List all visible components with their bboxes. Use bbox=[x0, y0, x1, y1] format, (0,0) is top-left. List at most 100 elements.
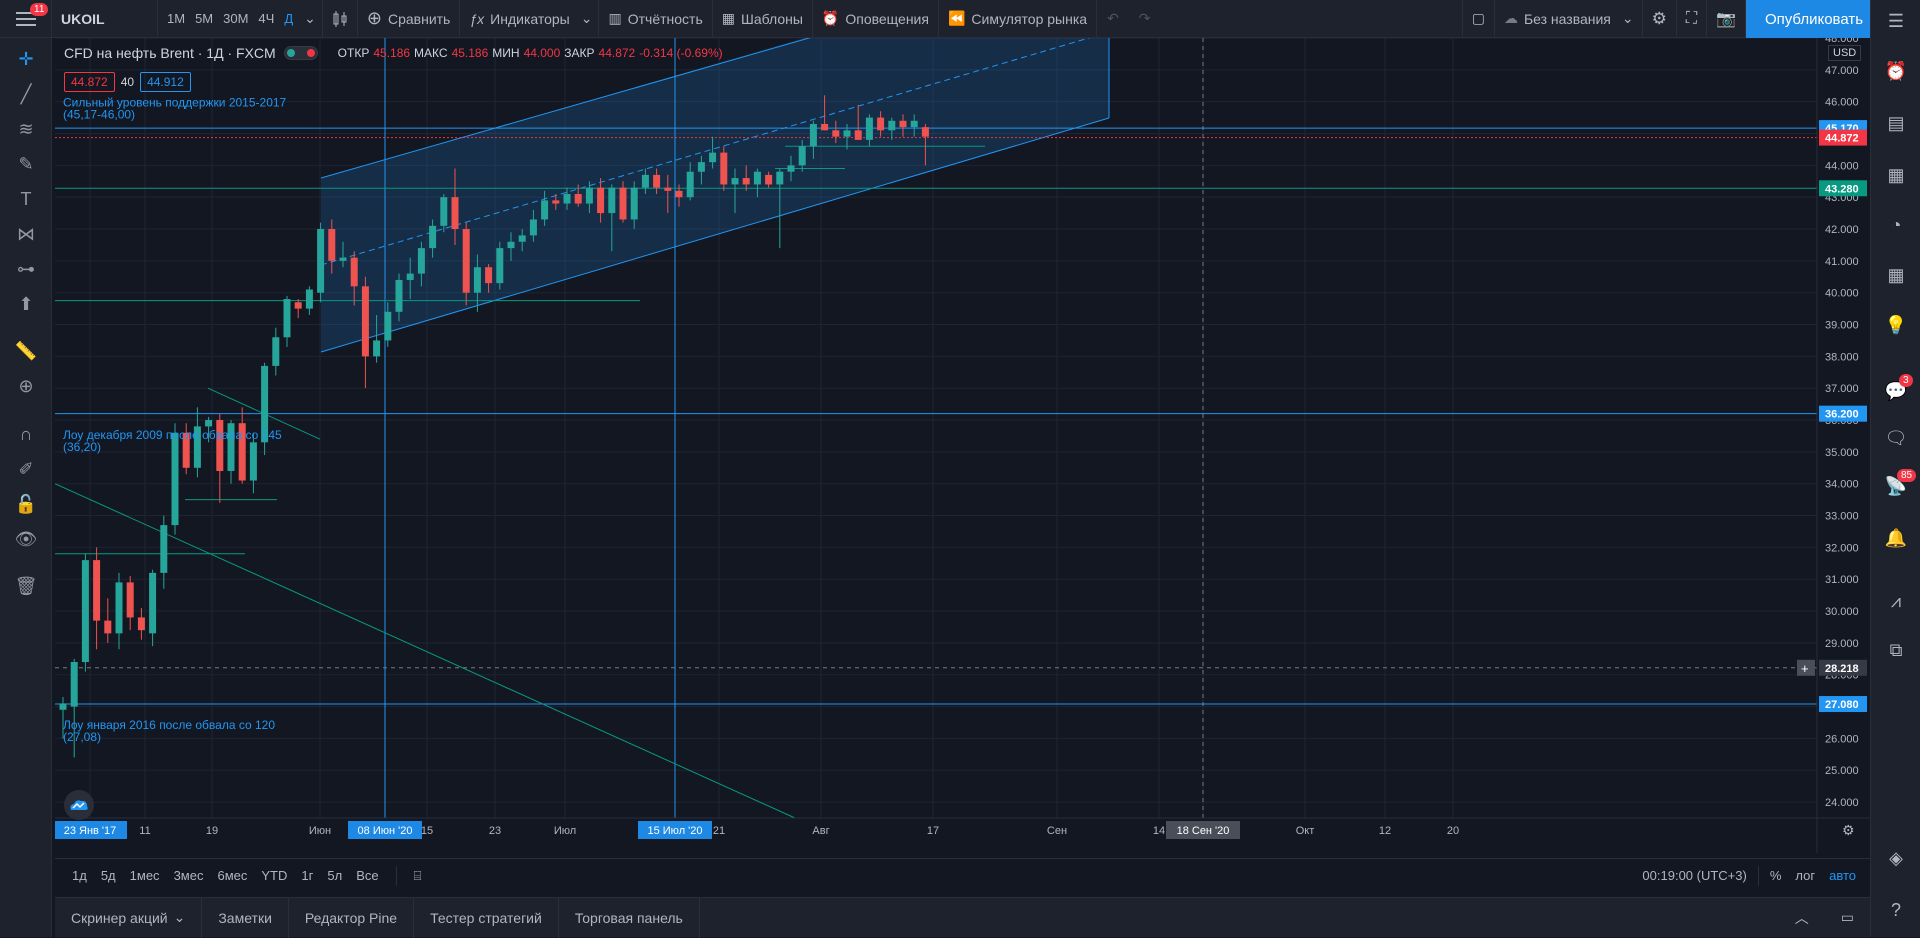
redo-icon: ↷ bbox=[1138, 10, 1151, 26]
remove-tool[interactable]: 🗑 bbox=[13, 573, 39, 599]
zoom-tool[interactable]: ⊕ bbox=[13, 373, 39, 399]
notifications-button[interactable]: 🔔 bbox=[1883, 525, 1909, 551]
calendar-button[interactable]: ▦ bbox=[1883, 262, 1909, 288]
dom-button[interactable]: ⧉ bbox=[1883, 637, 1909, 663]
time-tick-label: 15 Июл '20 bbox=[647, 825, 702, 837]
auto-scale-button[interactable]: авто bbox=[1829, 868, 1856, 883]
brush-tool[interactable]: ✎ bbox=[13, 151, 39, 177]
layout-dropdown[interactable]: ⌄ bbox=[1620, 0, 1643, 38]
price-axis[interactable]: 24.00025.00026.00027.00028.00029.00030.0… bbox=[1797, 38, 1867, 853]
ask-box[interactable]: 44.912 bbox=[140, 72, 191, 92]
price-tick-label: 34.000 bbox=[1825, 479, 1859, 491]
level-annotation-value: (36,20) bbox=[63, 440, 101, 454]
symbol-search[interactable]: UKOIL bbox=[52, 0, 158, 38]
chart-type-button[interactable] bbox=[323, 0, 358, 38]
timezone-button[interactable]: 00:19:00 (UTC+3) bbox=[1642, 868, 1747, 883]
candle-body bbox=[541, 200, 549, 220]
interval-0[interactable]: 1М bbox=[167, 11, 186, 26]
price-label: 44.872 bbox=[1825, 133, 1859, 145]
currency-label[interactable]: USD bbox=[1828, 45, 1862, 61]
trading-panel-tab[interactable]: Торговая панель bbox=[559, 897, 700, 938]
crosshair-tool[interactable]: ✛ bbox=[13, 46, 39, 72]
hotlist-button[interactable]: ◔ bbox=[1883, 212, 1909, 238]
range-4[interactable]: 6мес bbox=[217, 868, 248, 883]
prediction-tool[interactable]: ⊶ bbox=[13, 256, 39, 282]
screener-tab[interactable]: Скринер акций ⌄ bbox=[55, 897, 203, 938]
percent-scale-button[interactable]: % bbox=[1769, 868, 1782, 883]
lock-tool[interactable]: 🔓 bbox=[13, 491, 39, 517]
compare-button[interactable]: ⊕ Сравнить bbox=[358, 0, 461, 38]
streams-button[interactable]: 📡 85 bbox=[1883, 469, 1917, 499]
time-highlight-bg bbox=[348, 821, 422, 839]
range-5[interactable]: YTD bbox=[261, 868, 288, 883]
range-8[interactable]: Все bbox=[356, 868, 379, 883]
order-panel-button[interactable]: ⩘ bbox=[1883, 588, 1909, 614]
publish-button[interactable]: Опубликовать bbox=[1746, 0, 1882, 38]
templates-button[interactable]: ▦ Шаблоны bbox=[713, 0, 813, 38]
range-6[interactable]: 1г bbox=[301, 868, 314, 883]
trend-line-tool[interactable]: ╱ bbox=[13, 81, 39, 107]
main-menu-button[interactable]: 11 bbox=[0, 0, 52, 38]
undo-button[interactable]: ↶ bbox=[1097, 0, 1129, 38]
interval-dropdown[interactable]: ⌄ bbox=[304, 0, 323, 38]
candle-body bbox=[227, 423, 235, 471]
redo-button[interactable]: ↷ bbox=[1129, 0, 1161, 38]
range-3[interactable]: 3мес bbox=[173, 868, 204, 883]
alerts-panel-button[interactable]: ⏰ bbox=[1883, 58, 1909, 84]
interval-4[interactable]: Д bbox=[284, 11, 294, 26]
fib-tool[interactable]: ≋ bbox=[13, 116, 39, 142]
layers-button[interactable]: ◈ bbox=[1883, 845, 1909, 871]
bid-box[interactable]: 44.872 bbox=[64, 72, 115, 92]
data-window-button[interactable]: ▤ bbox=[1883, 110, 1909, 136]
alerts-button[interactable]: ⏰ Оповещения bbox=[813, 0, 939, 38]
range-0[interactable]: 1д bbox=[72, 868, 87, 883]
pattern-tool[interactable]: ⋈ bbox=[13, 221, 39, 247]
market-status-toggle[interactable] bbox=[283, 46, 318, 60]
private-chats-button[interactable]: 🗨 bbox=[1883, 425, 1909, 451]
interval-1[interactable]: 5М bbox=[195, 11, 214, 26]
magnet-tool[interactable]: ∩ bbox=[13, 421, 39, 447]
range-7[interactable]: 5л bbox=[327, 868, 343, 883]
indicators-dropdown[interactable]: ⌄ bbox=[579, 0, 600, 38]
chart-grid bbox=[55, 38, 1817, 818]
stay-drawing-tool[interactable]: ✐ bbox=[13, 456, 39, 482]
ideas-button[interactable]: 💡 bbox=[1883, 312, 1909, 338]
goto-date-button[interactable]: ⌸ bbox=[407, 868, 429, 884]
text-tool[interactable]: T bbox=[13, 186, 39, 212]
price-chart[interactable]: Сильный уровень поддержки 2015-2017(45,1… bbox=[55, 38, 1870, 853]
time-axis[interactable]: 23 Янв '17 11 19 Июн 08 Июн '20 15 23 Июл 15 Июл… bbox=[55, 817, 1870, 839]
replay-button[interactable]: ⏪ Симулятор рынка bbox=[939, 0, 1098, 38]
measure-tool[interactable]: 📏 bbox=[13, 338, 39, 364]
log-scale-button[interactable]: лог bbox=[1795, 868, 1816, 883]
series-title[interactable]: CFD на нефть Brent · 1Д · FXCM bbox=[64, 45, 276, 61]
notes-tab[interactable]: Заметки bbox=[202, 897, 289, 938]
pine-editor-tab[interactable]: Редактор Pine bbox=[289, 897, 415, 938]
fullscreen-button[interactable]: ⛶ bbox=[1677, 0, 1708, 38]
news-button[interactable]: ▦ bbox=[1883, 162, 1909, 188]
arrow-tool[interactable]: ⬆ bbox=[13, 291, 39, 317]
candle-body bbox=[720, 152, 728, 185]
price-label-bg bbox=[1819, 659, 1867, 676]
reports-button[interactable]: ▥ Отчётность bbox=[599, 0, 713, 38]
high-label: МАКС bbox=[414, 46, 448, 60]
hide-tool[interactable]: 👁 bbox=[13, 526, 39, 552]
settings-button[interactable]: ⚙ bbox=[1643, 0, 1677, 38]
range-2[interactable]: 1мес bbox=[129, 868, 160, 883]
range-1[interactable]: 5д bbox=[100, 868, 116, 883]
tradingview-logo[interactable] bbox=[64, 790, 94, 820]
interval-2[interactable]: 30М bbox=[223, 11, 249, 26]
rewind-icon: ⏪ bbox=[947, 10, 966, 26]
strategy-tester-tab[interactable]: Тестер стратегий bbox=[414, 897, 559, 938]
maximize-panel-button[interactable]: ▭ bbox=[1825, 898, 1870, 938]
help-button[interactable]: ? bbox=[1883, 897, 1909, 923]
chats-button[interactable]: 💬 3 bbox=[1883, 374, 1913, 404]
candle-body bbox=[473, 267, 481, 293]
snapshot-button[interactable]: 📷 bbox=[1707, 0, 1746, 38]
watchlist-button[interactable]: ☰ bbox=[1883, 8, 1909, 34]
collapse-panel-button[interactable]: ︿ bbox=[1779, 898, 1825, 938]
interval-3[interactable]: 4Ч bbox=[258, 11, 275, 26]
layout-select-button[interactable]: ▢ bbox=[1463, 0, 1495, 38]
chevron-down-icon: ⌄ bbox=[304, 10, 316, 26]
indicators-button[interactable]: ƒx Индикаторы bbox=[460, 0, 578, 38]
layout-name-button[interactable]: ☁ Без названия bbox=[1495, 0, 1620, 38]
